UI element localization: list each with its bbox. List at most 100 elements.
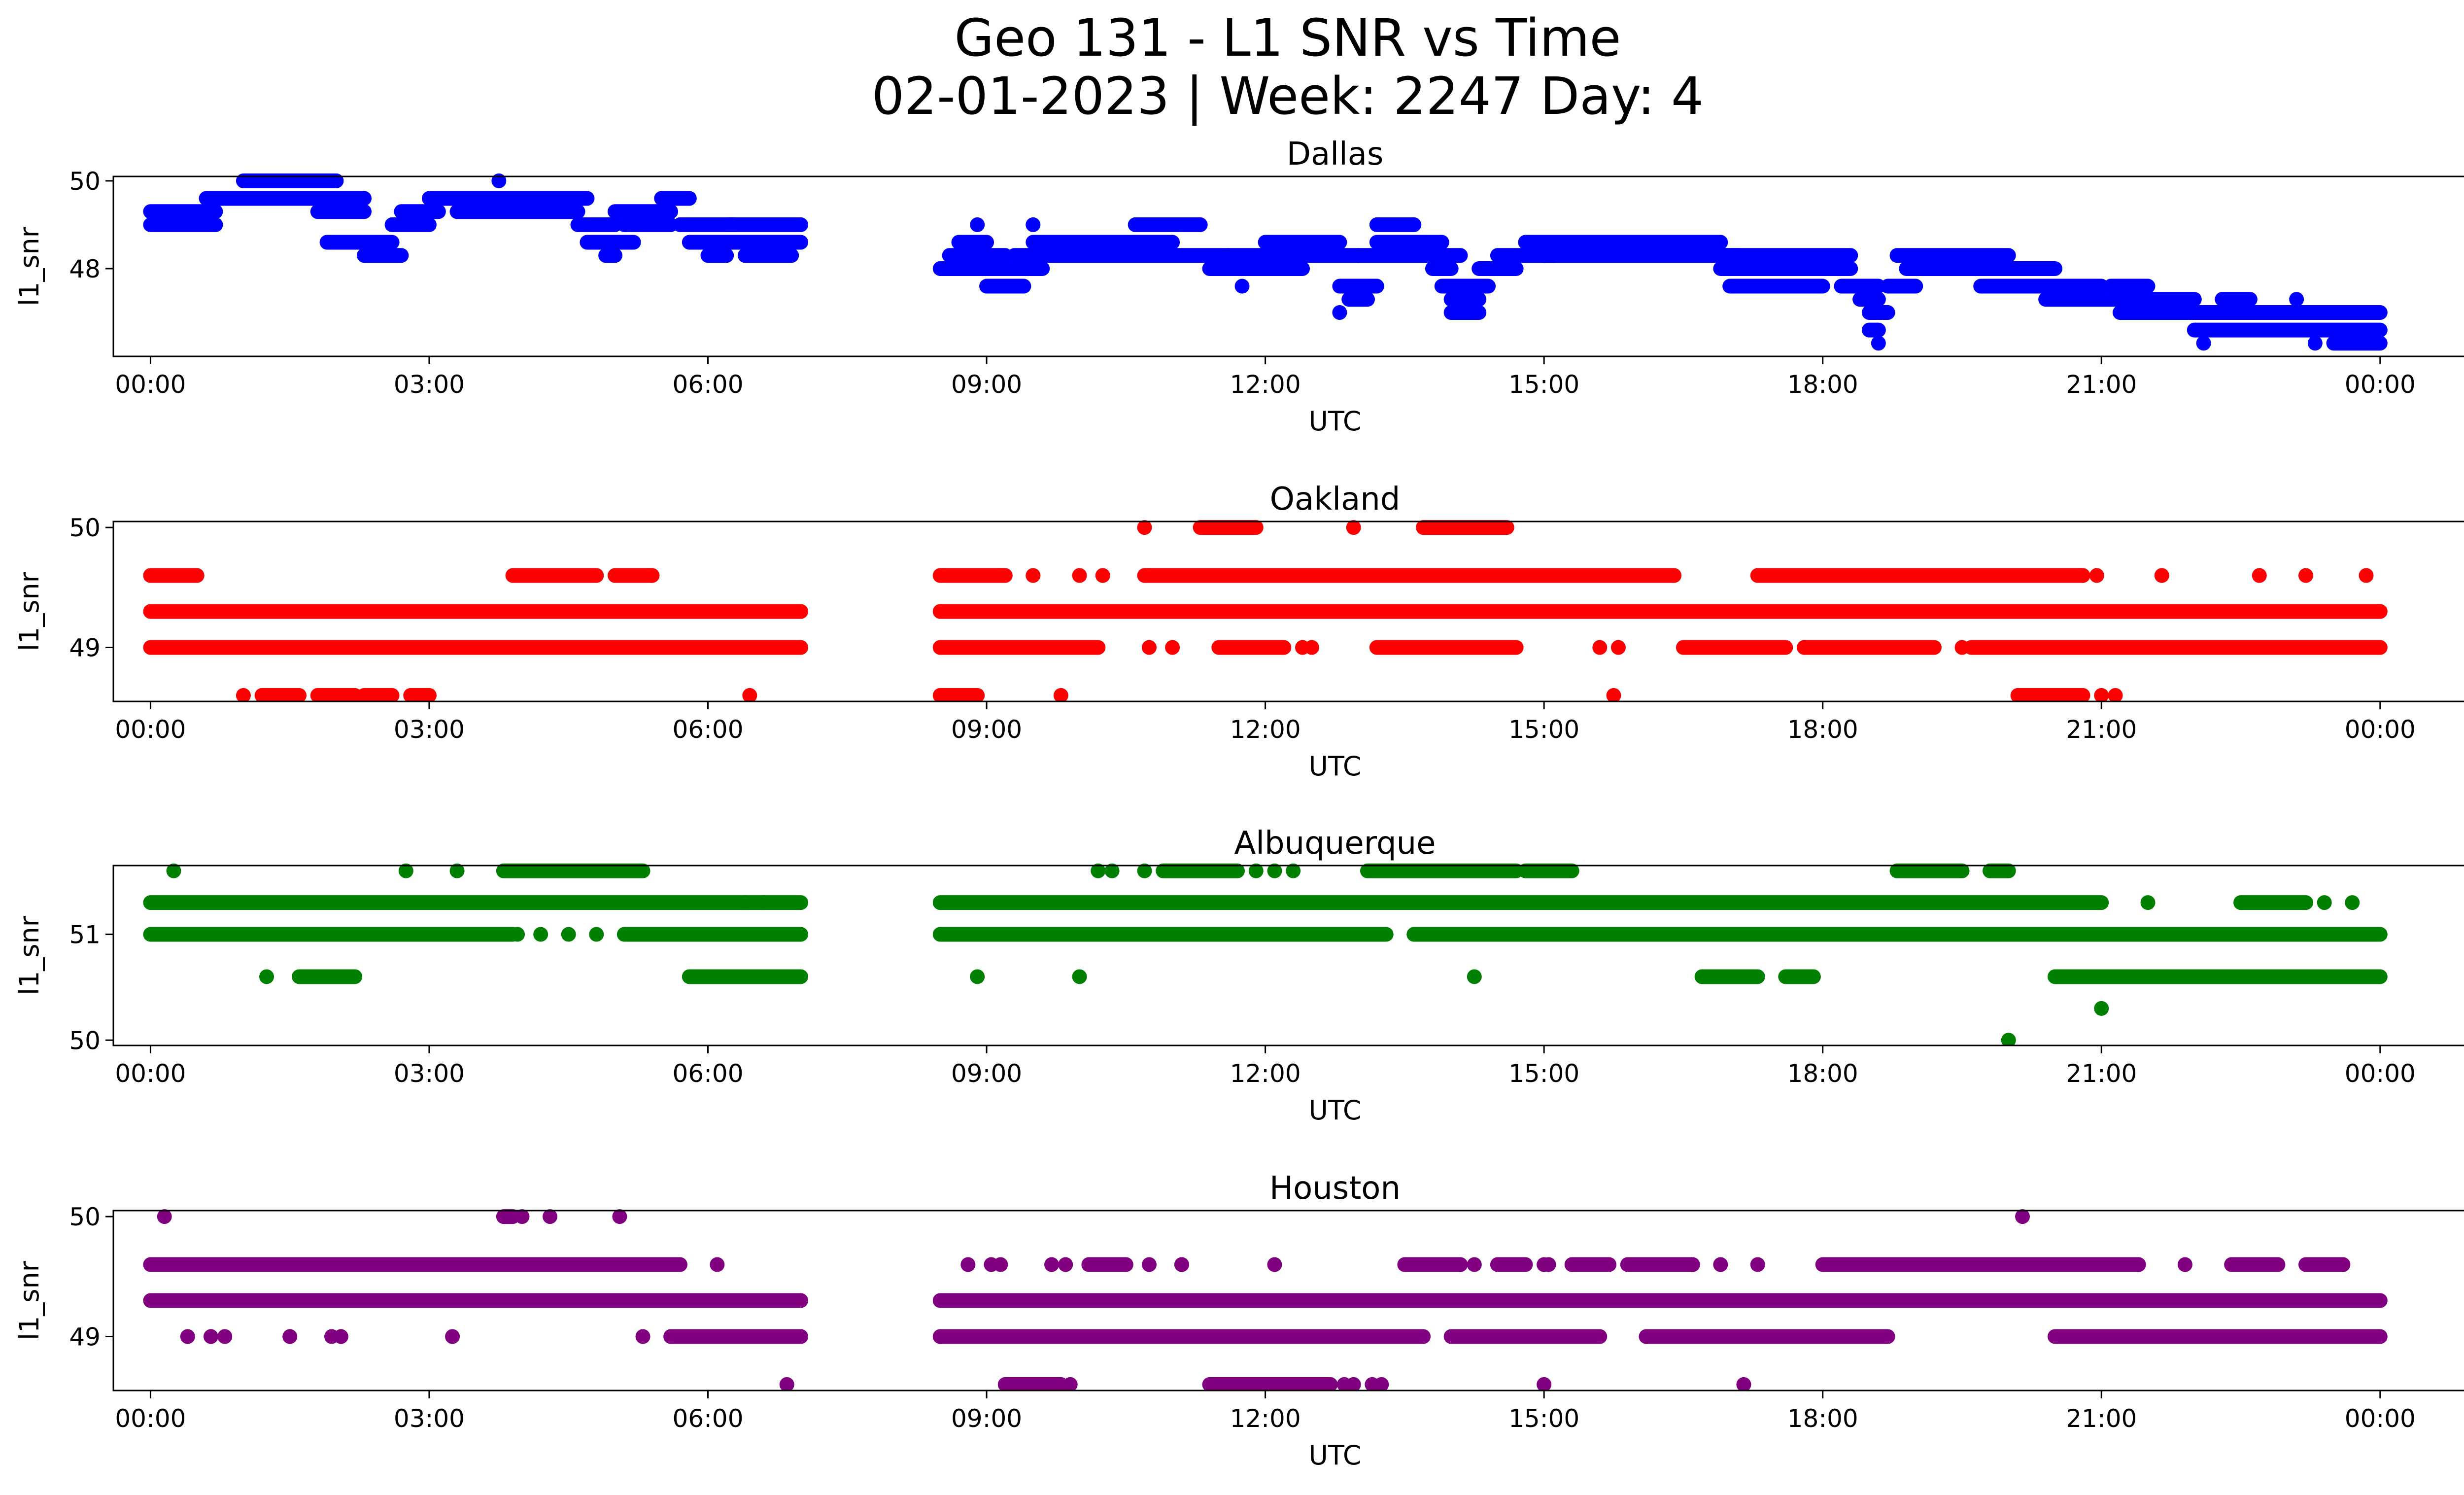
figure-title-line-2: 02-01-2023 | Week: 2247 Day: 4 xyxy=(871,66,1704,126)
data-point xyxy=(1332,305,1347,320)
data-point xyxy=(1165,640,1180,655)
data-point xyxy=(1072,969,1087,984)
x-tick-label: 00:00 xyxy=(2345,715,2416,744)
panel-title: Oakland xyxy=(1270,481,1401,518)
data-point xyxy=(1137,863,1152,878)
x-tick-label: 15:00 xyxy=(1508,370,1579,399)
data-point xyxy=(737,895,753,910)
x-tick-label: 09:00 xyxy=(951,370,1022,399)
data-point xyxy=(960,1257,976,1272)
data-point xyxy=(2001,1033,2016,1045)
data-point xyxy=(2015,1209,2030,1224)
data-point xyxy=(398,863,413,878)
plot-frame xyxy=(112,521,2464,702)
data-point xyxy=(1346,1377,1361,1391)
data-point xyxy=(1583,927,1598,942)
data-point xyxy=(1610,640,1626,655)
data-point xyxy=(1062,1377,1078,1391)
data-point xyxy=(533,927,548,942)
panel-dallas: Dallas 00:00 03:00 06:00 09:00 12:00 15:00 18:0… xyxy=(14,136,2464,437)
data-point xyxy=(1750,1257,1765,1272)
data-point xyxy=(1267,1257,1282,1272)
data-point xyxy=(635,1329,650,1344)
data-point xyxy=(333,1329,348,1344)
x-tick-label: 09:00 xyxy=(951,715,1022,744)
data-point xyxy=(970,969,985,984)
data-point xyxy=(1104,863,1120,878)
data-point xyxy=(1592,640,1608,655)
data-point xyxy=(2345,895,2360,910)
x-tick-label: 15:00 xyxy=(1508,715,1579,744)
panel-title: Dallas xyxy=(1287,136,1384,173)
data-point xyxy=(612,1209,627,1224)
x-tick-label: 12:00 xyxy=(1230,1404,1301,1433)
data-point xyxy=(779,1377,794,1391)
data-point xyxy=(1137,520,1152,535)
y-tick-label: 51 xyxy=(69,921,101,949)
x-tick-label: 12:00 xyxy=(1230,1059,1301,1088)
data-point xyxy=(589,927,604,942)
data-point xyxy=(1234,278,1250,294)
data-points xyxy=(143,173,2388,351)
data-point xyxy=(543,1209,558,1224)
plot-frame xyxy=(112,1210,2464,1391)
x-tick-label: 21:00 xyxy=(2066,1059,2137,1088)
data-point xyxy=(259,969,274,984)
x-tick-label: 09:00 xyxy=(951,1404,1022,1433)
x-tick-label: 06:00 xyxy=(672,1404,743,1433)
x-tick-label: 06:00 xyxy=(672,370,743,399)
data-point xyxy=(1058,1257,1073,1272)
data-point xyxy=(1026,217,1041,232)
x-tick-label: 00:00 xyxy=(115,1059,186,1088)
data-points xyxy=(143,863,2388,1045)
plot-frame xyxy=(112,865,2464,1046)
data-point xyxy=(1286,863,1301,878)
data-point xyxy=(1304,640,1319,655)
data-point xyxy=(1091,863,1106,878)
x-axis-label: UTC xyxy=(1308,406,1361,437)
x-tick-label: 06:00 xyxy=(672,1059,743,1088)
y-tick-label: 48 xyxy=(69,255,101,283)
data-point xyxy=(993,1257,1008,1272)
x-axis-label: UTC xyxy=(1308,751,1361,782)
data-point xyxy=(1476,927,1491,942)
data-point xyxy=(2252,568,2267,583)
x-tick-label: 03:00 xyxy=(394,1059,465,1088)
data-point xyxy=(710,1257,725,1272)
x-tick-label: 18:00 xyxy=(1787,370,1858,399)
data-point xyxy=(1467,969,1482,984)
data-point xyxy=(1713,969,1728,984)
y-tick-label: 50 xyxy=(69,167,101,196)
x-tick-label: 03:00 xyxy=(394,1404,465,1433)
y-axis-label: l1_snr xyxy=(14,226,45,306)
data-point xyxy=(1374,1377,1389,1391)
x-tick-label: 00:00 xyxy=(2345,370,2416,399)
x-tick-label: 00:00 xyxy=(115,1404,186,1433)
data-point xyxy=(236,688,251,701)
plot-frame xyxy=(112,175,2464,357)
data-point xyxy=(203,1329,218,1344)
data-point xyxy=(1467,1257,1482,1272)
data-point xyxy=(1053,688,1068,701)
data-point xyxy=(2108,688,2123,701)
data-point xyxy=(1537,1257,1552,1272)
data-point xyxy=(1713,1257,1728,1272)
x-tick-label: 12:00 xyxy=(1230,715,1301,744)
x-tick-label: 09:00 xyxy=(951,1059,1022,1088)
data-point xyxy=(157,1209,172,1224)
data-point xyxy=(1462,927,1477,942)
data-point xyxy=(1537,1377,1552,1391)
data-point xyxy=(2089,568,2104,583)
data-point xyxy=(1248,863,1264,878)
data-point xyxy=(2094,1001,2109,1016)
x-tick-label: 03:00 xyxy=(394,370,465,399)
data-point xyxy=(514,1209,530,1224)
x-tick-label: 06:00 xyxy=(672,715,743,744)
data-point xyxy=(2317,895,2332,910)
data-point xyxy=(1141,1257,1157,1272)
data-point xyxy=(166,863,181,878)
data-point xyxy=(449,863,465,878)
figure-title: Geo 131 - L1 SNR vs Time 02-01-2023 | We… xyxy=(0,9,2464,125)
data-point xyxy=(282,1329,298,1344)
data-point xyxy=(970,217,985,232)
